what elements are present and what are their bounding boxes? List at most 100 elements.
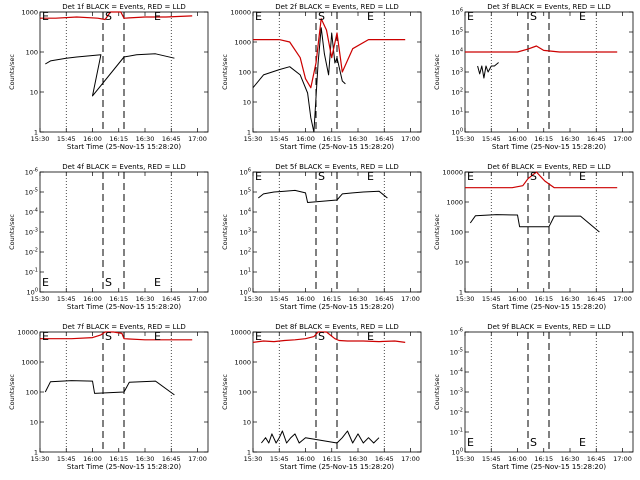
x-tick-label: 16:30: [561, 455, 580, 463]
y-tick-label: 10-6: [450, 328, 463, 337]
panel-title: Det 7f BLACK = Events, RED = LLD: [62, 323, 185, 331]
y-tick-label: 100: [452, 128, 463, 137]
y-tick-label: 100: [26, 49, 38, 57]
y-tick-label: 100: [239, 69, 251, 77]
interval-marker-s: S: [105, 276, 112, 289]
y-axis-label: Counts/sec: [433, 54, 441, 90]
series-events-line: [477, 62, 499, 79]
y-tick-label: 102: [240, 248, 251, 257]
x-tick-label: 15:45: [270, 455, 289, 463]
x-tick-label: 15:30: [456, 135, 475, 143]
y-tick-label: 1: [247, 449, 251, 457]
y-tick-label: 10-1: [450, 428, 463, 437]
x-tick-label: 17:00: [401, 455, 420, 463]
x-tick-label: 16:15: [534, 455, 553, 463]
x-tick-label: 17:00: [613, 455, 632, 463]
interval-marker-e: E: [367, 330, 374, 343]
panel-title: Det 4f BLACK = Events, RED = LLD: [62, 163, 185, 171]
x-tick-label: 16:15: [109, 455, 128, 463]
y-tick-label: 101: [240, 268, 251, 277]
y-tick-label: 104: [452, 48, 463, 57]
x-tick-label: 16:30: [561, 295, 580, 303]
x-tick-label: 16:45: [375, 295, 394, 303]
y-tick-label: 10-4: [450, 368, 463, 377]
x-tick-label: 15:30: [456, 295, 475, 303]
x-axis-label: Start Time (25-Nov-15 15:28:20): [67, 463, 181, 471]
series-events-line: [44, 380, 175, 396]
interval-marker-s: S: [318, 10, 325, 23]
y-tick-label: 105: [452, 28, 463, 37]
y-tick-label: 1000: [21, 9, 38, 17]
y-tick-label: 10000: [230, 9, 251, 17]
interval-marker-s: S: [105, 330, 112, 343]
y-tick-label: 104: [240, 208, 251, 217]
y-axis-label: Counts/sec: [433, 374, 441, 410]
series-lld-line: [252, 331, 406, 343]
y-tick-label: 10-1: [25, 268, 38, 277]
interval-marker-e: E: [367, 170, 374, 183]
x-tick-label: 16:00: [508, 135, 527, 143]
y-tick-label: 100: [239, 389, 251, 397]
y-axis-label: Counts/sec: [433, 214, 441, 250]
x-tick-label: 16:30: [136, 295, 155, 303]
y-tick-label: 10-4: [25, 208, 38, 217]
y-axis-label: Counts/sec: [221, 374, 229, 410]
x-axis-label: Start Time (25-Nov-15 15:28:20): [280, 463, 394, 471]
x-tick-label: 16:15: [322, 135, 341, 143]
x-tick-label: 16:00: [508, 455, 527, 463]
interval-marker-e: E: [42, 276, 49, 289]
x-tick-label: 15:45: [482, 135, 501, 143]
y-tick-label: 10-2: [25, 248, 38, 257]
x-tick-label: 17:00: [401, 135, 420, 143]
x-tick-label: 17:00: [188, 295, 207, 303]
series-lld-line: [465, 45, 618, 53]
x-tick-label: 17:00: [188, 455, 207, 463]
y-axis-label: Counts/sec: [221, 54, 229, 90]
x-tick-label: 16:30: [349, 135, 368, 143]
y-tick-label: 10: [30, 419, 38, 427]
x-tick-label: 17:00: [401, 295, 420, 303]
series-events-line: [469, 214, 600, 233]
x-tick-label: 15:30: [244, 295, 263, 303]
interval-marker-s: S: [318, 330, 325, 343]
x-axis-label: Start Time (25-Nov-15 15:28:20): [67, 143, 181, 151]
x-tick-label: 17:00: [188, 135, 207, 143]
interval-marker-e: E: [467, 436, 474, 449]
x-tick-label: 16:30: [561, 135, 580, 143]
y-tick-label: 10-3: [25, 228, 38, 237]
series-lld-line: [465, 171, 618, 189]
x-tick-label: 15:30: [244, 455, 263, 463]
interval-marker-e: E: [467, 10, 474, 23]
y-tick-label: 10-2: [450, 408, 463, 417]
x-tick-label: 16:15: [322, 295, 341, 303]
x-tick-label: 16:45: [587, 295, 606, 303]
x-tick-label: 16:45: [375, 135, 394, 143]
y-tick-label: 100: [451, 229, 463, 237]
y-tick-label: 105: [240, 188, 251, 197]
panel-det-4f: Det 4f BLACK = Events, RED = LLD 15:30 15:…: [8, 163, 209, 311]
panel-det-2f: Det 2f BLACK = Events, RED = LLD 15:30 15:…: [221, 3, 422, 151]
x-tick-label: 16:30: [136, 455, 155, 463]
interval-marker-e: E: [367, 10, 374, 23]
x-tick-label: 16:15: [534, 295, 553, 303]
y-tick-label: 1000: [446, 199, 463, 207]
y-tick-label: 100: [27, 288, 38, 297]
panel-det-9f: Det 9f BLACK = Events, RED = LLD 15:30 15:…: [433, 323, 634, 471]
interval-marker-s: S: [530, 10, 537, 23]
x-tick-label: 16:00: [508, 295, 527, 303]
interval-marker-e: E: [467, 170, 474, 183]
series-events-line: [261, 430, 380, 444]
series-lld-line: [40, 331, 193, 341]
x-axis-label: Start Time (25-Nov-15 15:28:20): [492, 303, 606, 311]
x-tick-label: 16:00: [83, 455, 102, 463]
x-tick-label: 15:30: [31, 295, 50, 303]
panel-title: Det 8f BLACK = Events, RED = LLD: [275, 323, 398, 331]
interval-marker-e: E: [579, 170, 586, 183]
x-tick-label: 16:00: [296, 135, 315, 143]
x-tick-label: 16:45: [375, 455, 394, 463]
panel-det-5f: Det 5f BLACK = Events, RED = LLD 15:30 15:…: [221, 163, 422, 311]
panel-det-6f: Det 6f BLACK = Events, RED = LLD 15:30 15:…: [433, 163, 634, 311]
y-tick-label: 100: [240, 288, 251, 297]
interval-marker-e: E: [154, 10, 161, 23]
x-tick-label: 16:00: [83, 295, 102, 303]
